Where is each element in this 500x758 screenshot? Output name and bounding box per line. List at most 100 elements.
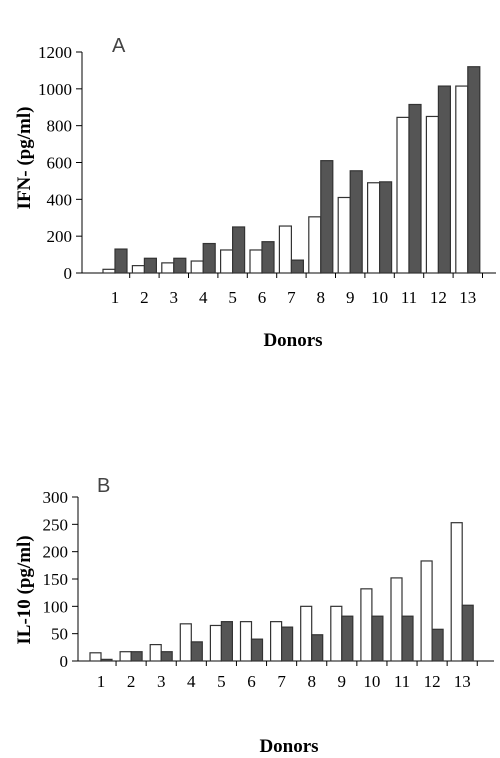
open-bar-b (360, 588, 373, 662)
y-tick-label-b: 300 (43, 488, 69, 507)
x-tick-label-b: 5 (217, 672, 226, 691)
filled-bar-a (290, 259, 304, 274)
open-bar-a (190, 260, 204, 274)
filled-bar-b (130, 651, 143, 662)
x-tick-label-a: 7 (287, 288, 296, 307)
x-tick-label-b: 3 (157, 672, 166, 691)
filled-bar-b (100, 658, 113, 662)
filled-bar-a (467, 66, 481, 274)
filled-bar-b (160, 651, 173, 662)
x-tick-label-a: 5 (228, 288, 237, 307)
filled-bar-a (261, 241, 275, 274)
x-tick-label-a: 10 (371, 288, 388, 307)
x-tick-label-a: 4 (199, 288, 208, 307)
y-tick-label-b: 100 (43, 597, 69, 616)
filled-bar-b (461, 604, 474, 662)
open-bar-a (396, 116, 410, 274)
chart-panel-b: B IL-10 (pg/ml) Donors 0 50 100 150 200 250 30… (14, 475, 494, 757)
filled-bar-a (437, 85, 451, 274)
open-bar-b (450, 522, 463, 662)
y-tick-label-b: 50 (51, 625, 68, 644)
filled-bar-b (371, 615, 384, 662)
x-tick-label-a: 6 (258, 288, 267, 307)
filled-bar-b (341, 615, 354, 662)
chart-panel-a: A IFN- (pg/ml) Donors 0 200 400 600 800 1000 1… (14, 35, 496, 351)
y-tick-label-a: 1200 (38, 43, 72, 62)
open-bar-a (131, 265, 145, 274)
filled-bar-b (401, 615, 414, 662)
filled-bar-a (232, 226, 246, 274)
x-tick-label-a: 3 (170, 288, 179, 307)
filled-bar-a (114, 248, 128, 274)
x-tick-label-b: 11 (394, 672, 410, 691)
filled-bar-b (190, 641, 203, 662)
x-tick-label-a: 8 (317, 288, 326, 307)
filled-bar-a (202, 242, 216, 274)
filled-bar-b (281, 626, 294, 662)
x-tick-label-a: 2 (140, 288, 149, 307)
open-bar-b (89, 652, 102, 662)
open-bar-b (239, 621, 253, 662)
filled-bar-a (143, 257, 157, 274)
filled-bar-a (349, 170, 363, 274)
filled-bar-a (408, 103, 422, 274)
x-tick-label-b: 7 (277, 672, 286, 691)
open-bar-a (220, 249, 234, 274)
x-tick-label-b: 12 (424, 672, 441, 691)
open-bar-a (337, 196, 351, 274)
open-bar-b (300, 605, 313, 662)
y-tick-label-b: 200 (43, 543, 69, 562)
filled-bar-a (173, 257, 187, 274)
filled-bar-a (320, 160, 334, 274)
x-tick-label-b: 13 (454, 672, 471, 691)
x-tick-label-b: 6 (247, 672, 256, 691)
y-tick-label-a: 400 (47, 190, 73, 209)
filled-bar-a (379, 181, 393, 274)
x-axis-label-b: Donors (259, 736, 318, 757)
x-tick-label-b: 1 (97, 672, 106, 691)
y-tick-label-b: 150 (43, 570, 69, 589)
x-tick-label-a: 1 (111, 288, 120, 307)
y-axis-label-b: IL-10 (pg/ml) (14, 535, 35, 644)
y-tick-label-a: 200 (47, 227, 73, 246)
open-bar-a (367, 182, 381, 274)
y-tick-label-a: 1000 (38, 80, 72, 99)
x-tick-label-a: 12 (430, 288, 447, 307)
open-bar-b (119, 651, 132, 662)
x-tick-label-b: 9 (338, 672, 347, 691)
open-bar-a (425, 115, 439, 274)
open-bar-b (270, 621, 283, 662)
y-tick-label-a: 0 (64, 264, 73, 283)
open-bar-a (455, 85, 469, 274)
filled-bar-b (220, 621, 233, 662)
open-bar-a (308, 216, 322, 274)
open-bar-b (179, 623, 192, 662)
y-tick-label-a: 600 (47, 154, 73, 173)
x-tick-label-b: 2 (127, 672, 136, 691)
open-bar-b (149, 643, 162, 662)
open-bar-a (249, 249, 263, 274)
x-axis-label-a: Donors (263, 330, 322, 351)
x-tick-label-a: 9 (346, 288, 355, 307)
open-bar-b (420, 560, 433, 662)
y-tick-label-a: 800 (47, 117, 73, 136)
x-tick-label-b: 10 (363, 672, 380, 691)
x-tick-label-b: 4 (187, 672, 196, 691)
y-tick-label-b: 0 (60, 652, 69, 671)
x-tick-label-a: 13 (459, 288, 476, 307)
filled-bar-b (431, 628, 444, 662)
filled-bar-b (250, 638, 264, 662)
open-bar-a (102, 268, 116, 274)
open-bar-b (209, 624, 222, 662)
panel-label-b: B (97, 475, 110, 497)
open-bar-b (390, 577, 403, 662)
open-bar-a (161, 262, 175, 274)
y-tick-label-b: 250 (43, 515, 69, 534)
x-tick-label-b: 8 (307, 672, 316, 691)
panel-label-a: A (112, 35, 126, 57)
filled-bar-b (311, 634, 324, 662)
open-bar-b (330, 605, 343, 662)
y-axis-label-a: IFN- (pg/ml) (14, 107, 35, 210)
open-bar-a (278, 225, 292, 274)
